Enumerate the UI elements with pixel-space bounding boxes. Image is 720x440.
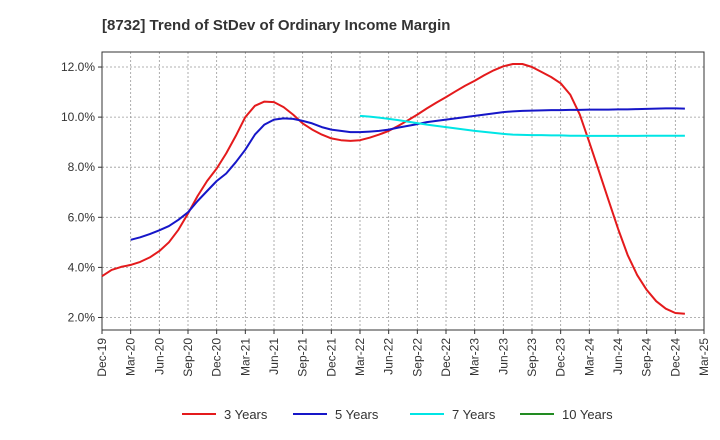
plot-area: Dec-19 Mar-20 Jun-20 Sep-20 Dec-20 Mar-21 Jun-… — [61, 51, 711, 377]
legend-item: 10 Years — [520, 407, 613, 422]
series-line-5-years — [130, 107, 685, 241]
plot-frame — [101, 51, 705, 331]
x-tick-label: Jun-23 — [496, 338, 510, 375]
legend-label: 7 Years — [452, 407, 496, 422]
series-line-7-years — [359, 114, 685, 137]
x-tick-label: Dec-21 — [324, 338, 338, 377]
x-tick-label: Mar-22 — [353, 338, 367, 376]
x-tick-label: Mar-21 — [238, 338, 252, 376]
x-tick-label: Sep-23 — [525, 338, 539, 377]
x-tick-label: Jun-24 — [611, 338, 625, 375]
x-tick-label: Dec-24 — [668, 338, 682, 377]
y-tick-label: 2.0% — [68, 310, 96, 324]
x-tick-label: Sep-20 — [181, 338, 195, 377]
x-tick-label: Mar-23 — [468, 338, 482, 376]
x-tick-label: Sep-22 — [410, 338, 424, 377]
x-tick-label: Jun-22 — [382, 338, 396, 375]
x-tick-label: Sep-21 — [296, 338, 310, 377]
x-tick-label: Dec-22 — [439, 338, 453, 377]
x-tick-label: Jun-20 — [152, 338, 166, 375]
legend-item: 5 Years — [293, 407, 379, 422]
x-tick-label: Jun-21 — [267, 338, 281, 375]
y-tick-label: 4.0% — [68, 260, 96, 274]
y-tick-label: 12.0% — [61, 60, 95, 74]
x-tick-label: Mar-20 — [124, 338, 138, 376]
x-tick-label: Dec-23 — [554, 338, 568, 377]
legend-label: 3 Years — [224, 407, 268, 422]
x-tick-label: Dec-19 — [95, 338, 109, 377]
legend-label: 10 Years — [562, 407, 613, 422]
x-tick-label: Sep-24 — [640, 338, 654, 377]
legend: 3 Years 5 Years 7 Years 10 Years — [182, 407, 613, 422]
chart-title: [8732] Trend of StDev of Ordinary Income… — [102, 17, 450, 34]
y-tick-label: 8.0% — [68, 160, 96, 174]
y-tick-label: 6.0% — [68, 210, 96, 224]
legend-label: 5 Years — [335, 407, 379, 422]
x-tick-label: Mar-24 — [582, 338, 596, 376]
x-tick-label: Dec-20 — [210, 338, 224, 377]
y-tick-label: 10.0% — [61, 110, 95, 124]
x-tick-label: Mar-25 — [697, 338, 711, 376]
legend-item: 7 Years — [410, 407, 496, 422]
legend-item: 3 Years — [182, 407, 268, 422]
plot-background — [102, 52, 704, 330]
